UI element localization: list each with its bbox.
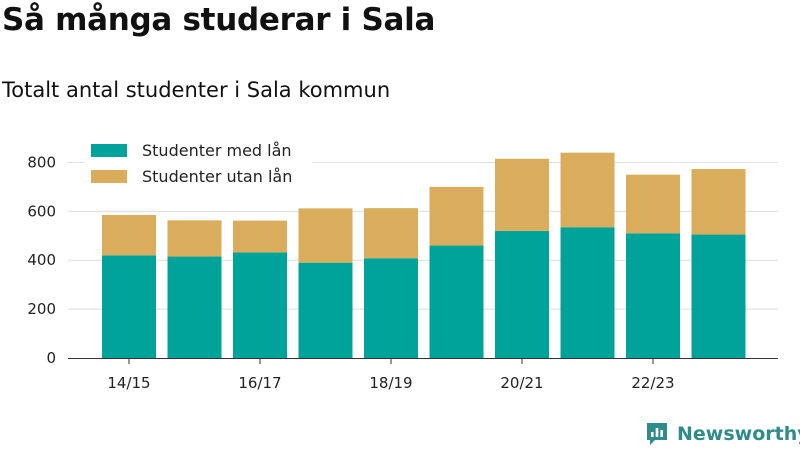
x-tick-label: 18/19 <box>369 374 412 392</box>
stacked-bar-chart: 0 200 400 600 800 14/15 16/17 18/19 20/21 22/23 St… <box>27 141 778 392</box>
x-tick-label: 22/23 <box>631 374 674 392</box>
bar-utan-lan <box>626 174 680 234</box>
bar-med-lan <box>429 245 484 358</box>
y-tick-label: 400 <box>27 251 56 269</box>
bar-med-lan <box>167 256 222 358</box>
bar-med-lan <box>495 230 549 358</box>
bar-utan-lan <box>167 220 222 257</box>
bar-med-lan <box>691 234 746 358</box>
bar-med-lan <box>102 255 156 358</box>
y-tick-label: 200 <box>27 300 56 318</box>
chart-subtitle: Totalt antal studenter i Sala kommun <box>2 78 391 102</box>
brand-name: Newsworthy <box>677 423 800 445</box>
newsworthy-logo-icon <box>647 423 667 445</box>
bar-med-lan <box>298 262 353 358</box>
x-tick-label: 20/21 <box>500 374 543 392</box>
y-tick-label: 800 <box>27 153 56 171</box>
bar-utan-lan <box>364 208 418 259</box>
bar-utan-lan <box>691 169 746 235</box>
bar-utan-lan <box>495 158 549 231</box>
bar-utan-lan <box>102 215 156 256</box>
bar-utan-lan <box>298 208 353 263</box>
bar-med-lan <box>560 227 615 358</box>
bar-med-lan <box>233 252 287 358</box>
bar-utan-lan <box>429 186 484 246</box>
legend-swatch <box>91 144 127 157</box>
bar-utan-lan <box>560 152 615 228</box>
legend-label: Studenter utan lån <box>142 167 292 186</box>
x-tick-label: 14/15 <box>107 374 150 392</box>
bar-med-lan <box>364 258 418 358</box>
bar-utan-lan <box>233 220 287 253</box>
x-tick-label: 16/17 <box>238 374 281 392</box>
y-tick-label: 0 <box>46 349 56 367</box>
chart-title: Så många studerar i Sala <box>2 2 436 38</box>
bar-med-lan <box>626 233 680 358</box>
brand-logo: Newsworthy <box>645 420 800 448</box>
legend-swatch <box>91 170 127 183</box>
legend-label: Studenter med lån <box>142 141 292 160</box>
y-tick-label: 600 <box>27 202 56 220</box>
